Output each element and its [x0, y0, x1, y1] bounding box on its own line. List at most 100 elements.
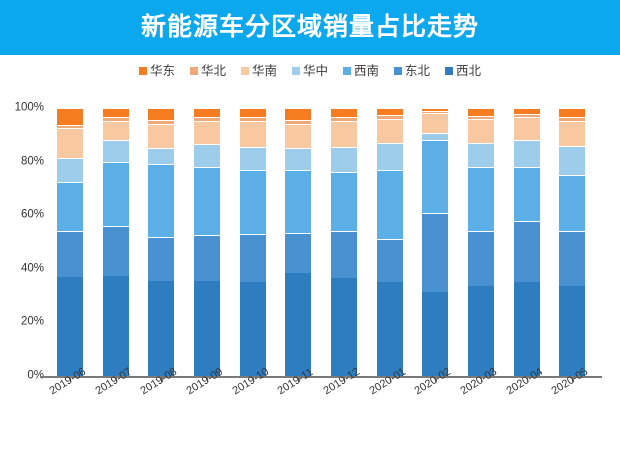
bar-segment-西南[interactable]	[467, 166, 494, 232]
bar-segment-华东[interactable]	[56, 108, 83, 126]
bar-segment-华中[interactable]	[148, 148, 175, 165]
bar-segment-华中[interactable]	[513, 140, 540, 167]
bar-segment-西北[interactable]	[102, 275, 129, 376]
bar-segment-西南[interactable]	[193, 167, 220, 236]
bar-segment-华东[interactable]	[330, 108, 357, 118]
bar-segment-华东[interactable]	[193, 108, 220, 118]
bar-segment-西北[interactable]	[285, 272, 312, 376]
bar-segment-华中[interactable]	[467, 142, 494, 167]
bar-segment-华北[interactable]	[56, 125, 83, 129]
bar-2019-09[interactable]	[193, 108, 220, 376]
legend-item-5[interactable]: 东北	[394, 65, 430, 78]
bar-segment-东北[interactable]	[285, 232, 312, 273]
bar-segment-西南[interactable]	[56, 181, 83, 232]
bar-segment-西北[interactable]	[56, 276, 83, 376]
bar-segment-华中[interactable]	[56, 157, 83, 182]
bar-segment-华北[interactable]	[376, 114, 403, 119]
bar-segment-东北[interactable]	[513, 220, 540, 283]
bar-2020-01[interactable]	[376, 108, 403, 376]
bar-segment-东北[interactable]	[467, 231, 494, 287]
bar-segment-华中[interactable]	[330, 146, 357, 173]
bar-segment-华南[interactable]	[239, 121, 266, 147]
bar-segment-华东[interactable]	[102, 108, 129, 118]
bar-segment-华北[interactable]	[330, 117, 357, 122]
bar-segment-东北[interactable]	[422, 213, 449, 292]
bar-segment-华南[interactable]	[285, 124, 312, 149]
bar-2020-03[interactable]	[467, 108, 494, 376]
bar-segment-华中[interactable]	[376, 142, 403, 170]
legend-item-4[interactable]: 西南	[343, 65, 379, 78]
bar-segment-华中[interactable]	[422, 133, 449, 140]
bar-segment-西南[interactable]	[559, 175, 586, 232]
bar-segment-华东[interactable]	[467, 108, 494, 116]
bar-segment-华北[interactable]	[559, 117, 586, 122]
bar-segment-华东[interactable]	[376, 108, 403, 115]
bar-segment-西南[interactable]	[422, 139, 449, 214]
bar-segment-东北[interactable]	[148, 236, 175, 281]
bar-segment-西北[interactable]	[239, 282, 266, 376]
bar-2019-07[interactable]	[102, 108, 129, 376]
bar-segment-东北[interactable]	[239, 233, 266, 283]
legend-item-1[interactable]: 华北	[189, 65, 226, 78]
bar-segment-华南[interactable]	[467, 118, 494, 143]
bar-segment-华北[interactable]	[422, 111, 449, 114]
bar-segment-东北[interactable]	[102, 225, 129, 276]
bar-segment-华南[interactable]	[330, 121, 357, 147]
legend-item-2[interactable]: 华南	[240, 65, 277, 78]
bar-2019-06[interactable]	[56, 108, 83, 376]
bar-segment-西南[interactable]	[513, 166, 540, 221]
bar-segment-西南[interactable]	[239, 169, 266, 234]
bar-segment-东北[interactable]	[559, 231, 586, 287]
bar-segment-华南[interactable]	[102, 121, 129, 141]
bar-segment-华北[interactable]	[239, 117, 266, 122]
bar-segment-华南[interactable]	[513, 117, 540, 141]
bar-2019-08[interactable]	[148, 108, 175, 376]
bar-2019-12[interactable]	[330, 108, 357, 376]
bar-segment-西北[interactable]	[376, 282, 403, 376]
bar-segment-华东[interactable]	[148, 108, 175, 121]
bar-2019-11[interactable]	[285, 108, 312, 376]
bar-segment-华南[interactable]	[376, 118, 403, 143]
bar-segment-西南[interactable]	[102, 161, 129, 226]
bar-segment-华东[interactable]	[513, 108, 540, 115]
bar-segment-华东[interactable]	[422, 108, 449, 112]
bar-segment-华南[interactable]	[56, 128, 83, 158]
bar-segment-西北[interactable]	[193, 280, 220, 376]
bar-segment-华东[interactable]	[239, 108, 266, 118]
bar-segment-西北[interactable]	[148, 280, 175, 376]
bar-2020-05[interactable]	[559, 108, 586, 376]
bar-2020-04[interactable]	[513, 108, 540, 376]
bar-segment-华南[interactable]	[559, 121, 586, 146]
bar-segment-华东[interactable]	[559, 108, 586, 118]
bar-segment-华北[interactable]	[467, 115, 494, 119]
bar-segment-西北[interactable]	[467, 286, 494, 376]
bar-2020-02[interactable]	[422, 108, 449, 376]
bar-2019-10[interactable]	[239, 108, 266, 376]
bar-segment-华北[interactable]	[148, 120, 175, 125]
bar-segment-东北[interactable]	[193, 235, 220, 281]
bar-segment-西南[interactable]	[330, 172, 357, 232]
bar-segment-华北[interactable]	[513, 114, 540, 118]
bar-segment-华北[interactable]	[193, 117, 220, 122]
legend-item-3[interactable]: 华中	[291, 65, 328, 78]
bar-segment-华中[interactable]	[239, 146, 266, 170]
bar-segment-西南[interactable]	[148, 164, 175, 237]
bar-segment-华中[interactable]	[559, 145, 586, 176]
bar-segment-东北[interactable]	[330, 231, 357, 279]
bar-segment-华东[interactable]	[285, 108, 312, 121]
bar-segment-华南[interactable]	[422, 113, 449, 134]
bar-segment-西北[interactable]	[559, 286, 586, 376]
legend-item-0[interactable]: 华东	[138, 65, 175, 78]
bar-segment-西北[interactable]	[330, 278, 357, 376]
bar-segment-华中[interactable]	[193, 144, 220, 167]
bar-segment-西南[interactable]	[376, 169, 403, 240]
bar-segment-华中[interactable]	[285, 148, 312, 170]
bar-segment-西南[interactable]	[285, 169, 312, 233]
bar-segment-华中[interactable]	[102, 140, 129, 162]
bar-segment-西北[interactable]	[513, 282, 540, 376]
legend-item-6[interactable]: 西北	[445, 65, 481, 78]
bar-segment-华北[interactable]	[285, 120, 312, 125]
bar-segment-东北[interactable]	[56, 231, 83, 277]
bar-segment-东北[interactable]	[376, 239, 403, 283]
bar-segment-华南[interactable]	[148, 124, 175, 149]
